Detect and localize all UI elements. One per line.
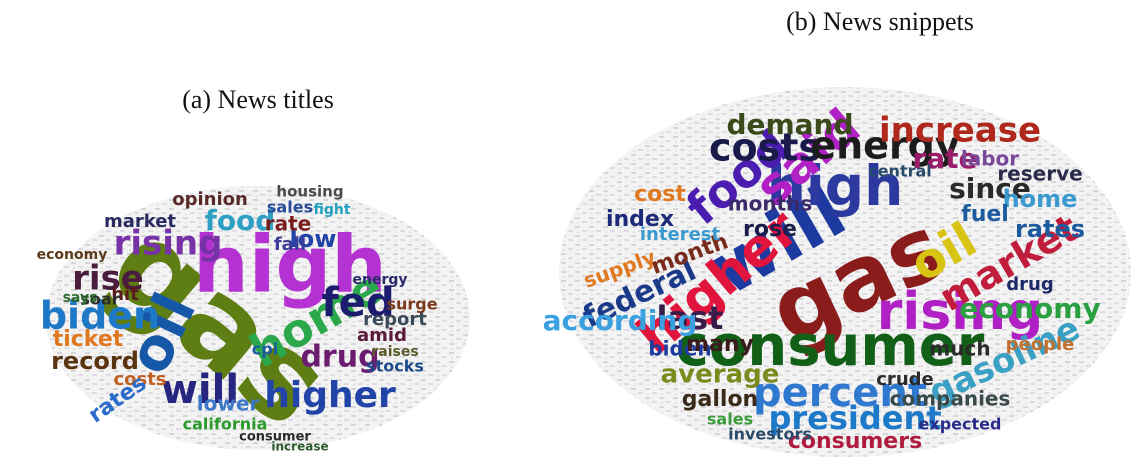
cloud-word: drug [300, 340, 379, 375]
cloud-word: increase [879, 111, 1041, 151]
cloud-word: sales [267, 198, 313, 217]
cloud-word: raises [371, 344, 418, 360]
cloud-word: since [949, 172, 1031, 205]
cloud-word: opinion [172, 189, 248, 210]
cloud-word: amid [357, 325, 407, 346]
cloud-word: costs [113, 369, 166, 390]
cloud-word: consumers [788, 429, 922, 454]
cloud-word: president [768, 399, 941, 437]
cloud-word: last [657, 299, 724, 337]
cloud-word: california [183, 415, 268, 434]
cloud-word: economy [37, 247, 108, 263]
cloud-word: biden [648, 337, 711, 361]
cloud-word: expected [919, 415, 1002, 434]
cloud-word: biden [40, 294, 160, 338]
cloud-word: lower [197, 392, 260, 416]
cloud-word: high [767, 154, 904, 218]
cloud-word: rate [265, 212, 311, 236]
cloud-word: fuel [961, 202, 1009, 227]
cloud-word: rising [877, 282, 1044, 342]
cloud-word: labor [961, 147, 1019, 171]
cloud-word: interest [640, 224, 721, 245]
cloud-word: rose [743, 217, 797, 242]
cloud-word: drug [1006, 274, 1053, 295]
cloud-word: much [929, 337, 990, 361]
cloud-word: high [193, 220, 387, 310]
cloud-word: housing [276, 183, 343, 201]
cloud-word: costs [709, 126, 821, 170]
cloud-word: market [104, 211, 176, 232]
cloud-word: crude [876, 369, 933, 390]
cloud-word: hit [111, 284, 139, 305]
cloud-texture [559, 87, 1131, 457]
cloud-word: rate [912, 142, 977, 175]
cloud-word: low [290, 225, 337, 253]
cloud-word: fight [313, 202, 350, 218]
cloud-word: people [1006, 334, 1075, 355]
cloud-word: ticket [53, 327, 124, 352]
cloud-word: cpi [252, 340, 278, 359]
cloud-word: rising [114, 224, 223, 264]
cloud-word: companies [890, 387, 1011, 411]
cloud-word: higher [264, 375, 396, 416]
cloud-word: sales [707, 410, 753, 429]
cloud-texture [46, 186, 470, 450]
cloud-word: economy [959, 292, 1100, 325]
cloud-word: surge [386, 295, 437, 314]
cloud-word: energy [352, 272, 407, 288]
cloud-word: stocks [366, 357, 424, 376]
caption: (b) News snippets [786, 7, 974, 36]
cloud-word: home [1003, 185, 1078, 213]
cloud-word: increase [271, 440, 328, 454]
cloud-word: according [543, 304, 698, 337]
cloud-word: reserve [997, 162, 1082, 186]
cloud-word: investors [728, 425, 812, 444]
cloud-word: will [161, 367, 239, 413]
cloud-word: fall [274, 234, 306, 255]
cloud-word: many [686, 332, 754, 357]
cloud-word: consumer [239, 430, 311, 445]
cloud-word: fed [321, 280, 394, 326]
cloud-word: demand [726, 108, 853, 141]
cloud-word: average [661, 360, 780, 390]
cloud-word: central [868, 162, 932, 181]
cloud-word: soar [80, 290, 119, 309]
cloud-word: rise [72, 259, 144, 299]
cloud-word: months [728, 192, 813, 216]
cloud-word: index [606, 207, 674, 232]
cloud-word: gallon [682, 387, 758, 412]
caption: (a) News titles [182, 85, 334, 114]
cloud-word: report [363, 309, 427, 330]
cloud-word: record [51, 347, 139, 375]
cloud-word: consumer [676, 314, 985, 379]
cloud-word: energy [810, 124, 960, 168]
cloud-word: says [63, 290, 98, 306]
cloud-word: food [205, 204, 276, 237]
cloud-word: rates [1015, 215, 1085, 243]
cloud-word: cost [634, 182, 686, 207]
cloud-word: percent [753, 370, 927, 416]
